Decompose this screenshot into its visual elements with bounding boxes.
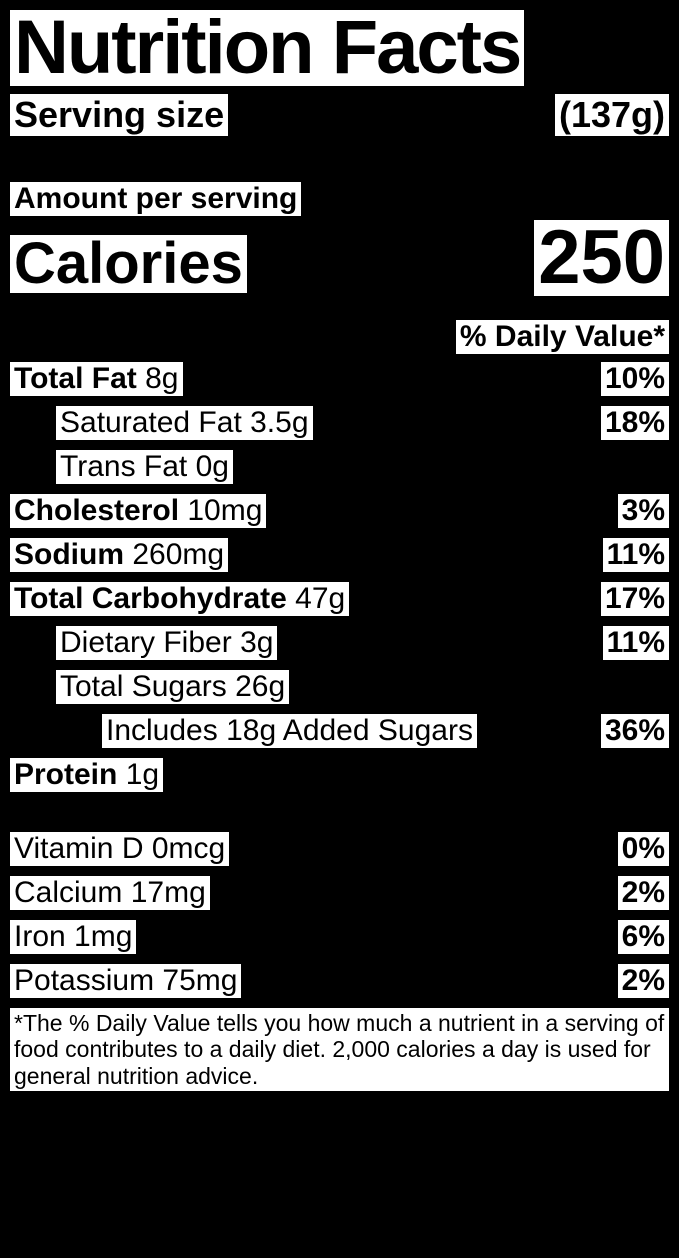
added-sugars-row: Includes 18g Added Sugars 36% [10, 714, 669, 748]
potassium-row: Potassium 75mg 2% [10, 964, 669, 998]
total-fat-label: Total Fat 8g [10, 362, 183, 396]
vit-d-pct: 0% [618, 832, 669, 866]
calories-value: 250 [534, 220, 669, 296]
fiber-label: Dietary Fiber 3g [56, 626, 277, 660]
cholesterol-row: Cholesterol 10mg 3% [10, 494, 669, 528]
sodium-row: Sodium 260mg 11% [10, 538, 669, 572]
iron-label: Iron 1mg [10, 920, 136, 954]
sodium-label: Sodium 260mg [10, 538, 228, 572]
calcium-label: Calcium 17mg [10, 876, 210, 910]
trans-fat-label: Trans Fat 0g [56, 450, 233, 484]
iron-pct: 6% [618, 920, 669, 954]
fiber-pct: 11% [603, 626, 669, 660]
potassium-pct: 2% [618, 964, 669, 998]
sat-fat-row: Saturated Fat 3.5g 18% [10, 406, 669, 440]
iron-row: Iron 1mg 6% [10, 920, 669, 954]
calcium-row: Calcium 17mg 2% [10, 876, 669, 910]
cholesterol-pct: 3% [618, 494, 669, 528]
sat-fat-label: Saturated Fat 3.5g [56, 406, 313, 440]
protein-label: Protein 1g [10, 758, 163, 792]
calcium-pct: 2% [618, 876, 669, 910]
trans-fat-row: Trans Fat 0g [10, 450, 669, 484]
total-fat-row: Total Fat 8g 10% [10, 362, 669, 396]
dv-header-row: % Daily Value* [10, 320, 669, 354]
total-fat-pct: 10% [601, 362, 669, 396]
serving-size-row: Serving size (137g) [10, 94, 669, 136]
spacer [10, 142, 669, 182]
calories-label: Calories [10, 235, 247, 293]
nutrition-facts-panel: Nutrition Facts Serving size (137g) Amou… [0, 0, 679, 1101]
footnote: *The % Daily Value tells you how much a … [10, 1008, 669, 1091]
sodium-pct: 11% [603, 538, 669, 572]
vit-d-label: Vitamin D 0mcg [10, 832, 229, 866]
carb-pct: 17% [601, 582, 669, 616]
fiber-row: Dietary Fiber 3g 11% [10, 626, 669, 660]
sugars-row: Total Sugars 26g [10, 670, 669, 704]
carb-label: Total Carbohydrate 47g [10, 582, 349, 616]
title: Nutrition Facts [10, 10, 524, 86]
calories-row: Calories 250 [10, 220, 669, 296]
vit-d-row: Vitamin D 0mcg 0% [10, 832, 669, 866]
sat-fat-pct: 18% [601, 406, 669, 440]
amount-per-serving-label: Amount per serving [10, 182, 301, 216]
serving-size-amount: (137g) [555, 94, 669, 136]
spacer [10, 802, 669, 832]
dv-header: % Daily Value* [456, 320, 669, 354]
added-sugars-label: Includes 18g Added Sugars [102, 714, 477, 748]
potassium-label: Potassium 75mg [10, 964, 241, 998]
carb-row: Total Carbohydrate 47g 17% [10, 582, 669, 616]
cholesterol-label: Cholesterol 10mg [10, 494, 266, 528]
sugars-label: Total Sugars 26g [56, 670, 289, 704]
added-sugars-pct: 36% [601, 714, 669, 748]
protein-row: Protein 1g [10, 758, 669, 792]
serving-size-label: Serving size [10, 94, 228, 136]
